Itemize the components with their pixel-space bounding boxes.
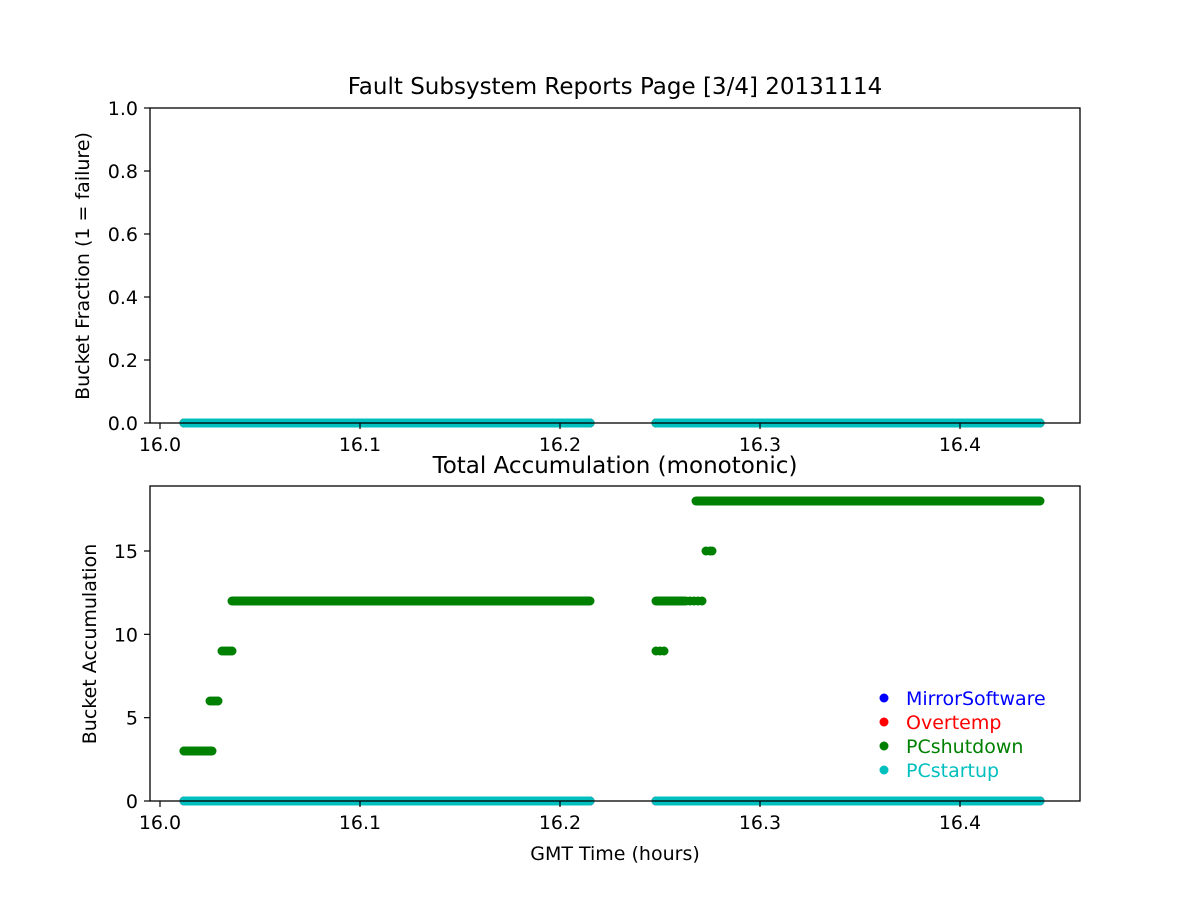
- legend-label-pcshutdown: PCshutdown: [906, 736, 1023, 758]
- fraction-y-tick-label-2: 0.4: [108, 287, 138, 309]
- fraction-ticks: 16.0 16.1 16.2 16.3 16.4 0.0 0.2 0.4 0.6 0.8 1.0: [108, 98, 981, 456]
- fraction-y-tick-label-3: 0.6: [108, 224, 138, 246]
- legend-entry-mirrorsoftware: MirrorSoftware: [879, 688, 1046, 710]
- legend-marker-pcstartup: [879, 765, 889, 775]
- fraction-plot-frame: [149, 107, 1081, 424]
- fraction-x-tick-label-1: 16.1: [339, 434, 381, 456]
- fraction-y-axis-label: Bucket Fraction (1 = failure): [72, 132, 94, 400]
- accumulation-x-tick-label-1: 16.1: [339, 812, 381, 834]
- accumulation-chart-title: Total Accumulation (monotonic): [432, 453, 798, 479]
- legend-entry-overtemp: Overtemp: [879, 712, 1001, 734]
- accumulation-x-tick-label-0: 16.0: [139, 812, 181, 834]
- legend: MirrorSoftware Overtemp PCshutdown PCsta…: [879, 688, 1046, 782]
- fraction-y-tick-label-1: 0.2: [108, 350, 138, 372]
- fraction-y-tick-label-0: 0.0: [108, 413, 138, 435]
- accumulation-x-axis-label: GMT Time (hours): [530, 843, 700, 865]
- legend-label-pcstartup: PCstartup: [906, 760, 999, 782]
- legend-entry-pcshutdown: PCshutdown: [879, 736, 1023, 758]
- fraction-chart-title: Fault Subsystem Reports Page [3/4] 20131…: [348, 74, 883, 100]
- legend-entry-pcstartup: PCstartup: [879, 760, 999, 782]
- fraction-x-tick-label-4: 16.4: [939, 434, 981, 456]
- accumulation-pcshutdown-point-6: [203, 746, 213, 756]
- accumulation-subplot: Total Accumulation (monotonic) Bucket Ac…: [79, 453, 1081, 865]
- fraction-x-tick-label-3: 16.3: [739, 434, 781, 456]
- accumulation-y-axis-label: Bucket Accumulation: [79, 544, 101, 745]
- fraction-y-tick-label-4: 0.8: [108, 161, 138, 183]
- accumulation-pcshutdown-point-19: [235, 596, 245, 606]
- accumulation-pcshutdown-point-11: [213, 696, 223, 706]
- accumulation-x-tick-label-4: 16.4: [939, 812, 981, 834]
- accumulation-x-tick-label-2: 16.2: [539, 812, 581, 834]
- accumulation-pcshutdown-point-31: [697, 596, 707, 606]
- legend-marker-mirrorsoftware: [879, 693, 889, 703]
- accumulation-series-pcshutdown: [179, 496, 1045, 756]
- accumulation-y-tick-label-3: 15: [114, 541, 138, 563]
- accumulation-plot-frame: [149, 485, 1081, 802]
- accumulation-y-tick-label-1: 5: [126, 708, 138, 730]
- legend-label-overtemp: Overtemp: [906, 712, 1001, 734]
- accumulation-ticks: 16.0 16.1 16.2 16.3 16.4 0 5 10 15: [114, 541, 981, 834]
- legend-label-mirrorsoftware: MirrorSoftware: [906, 688, 1046, 710]
- fraction-subplot: Fault Subsystem Reports Page [3/4] 20131…: [72, 74, 1081, 456]
- accumulation-pcshutdown-point-22: [659, 646, 669, 656]
- fraction-y-tick-label-5: 1.0: [108, 98, 138, 120]
- accumulation-pcshutdown-point-17: [227, 646, 237, 656]
- fraction-x-tick-label-0: 16.0: [139, 434, 181, 456]
- accumulation-pcshutdown-point-36: [715, 496, 725, 506]
- fraction-x-tick-label-2: 16.2: [539, 434, 581, 456]
- legend-marker-pcshutdown: [879, 741, 889, 751]
- accumulation-pcshutdown-point-34: [707, 546, 717, 556]
- accumulation-y-tick-label-0: 0: [126, 791, 138, 813]
- accumulation-y-tick-label-2: 10: [114, 624, 138, 646]
- legend-marker-overtemp: [879, 717, 889, 727]
- accumulation-x-tick-label-3: 16.3: [739, 812, 781, 834]
